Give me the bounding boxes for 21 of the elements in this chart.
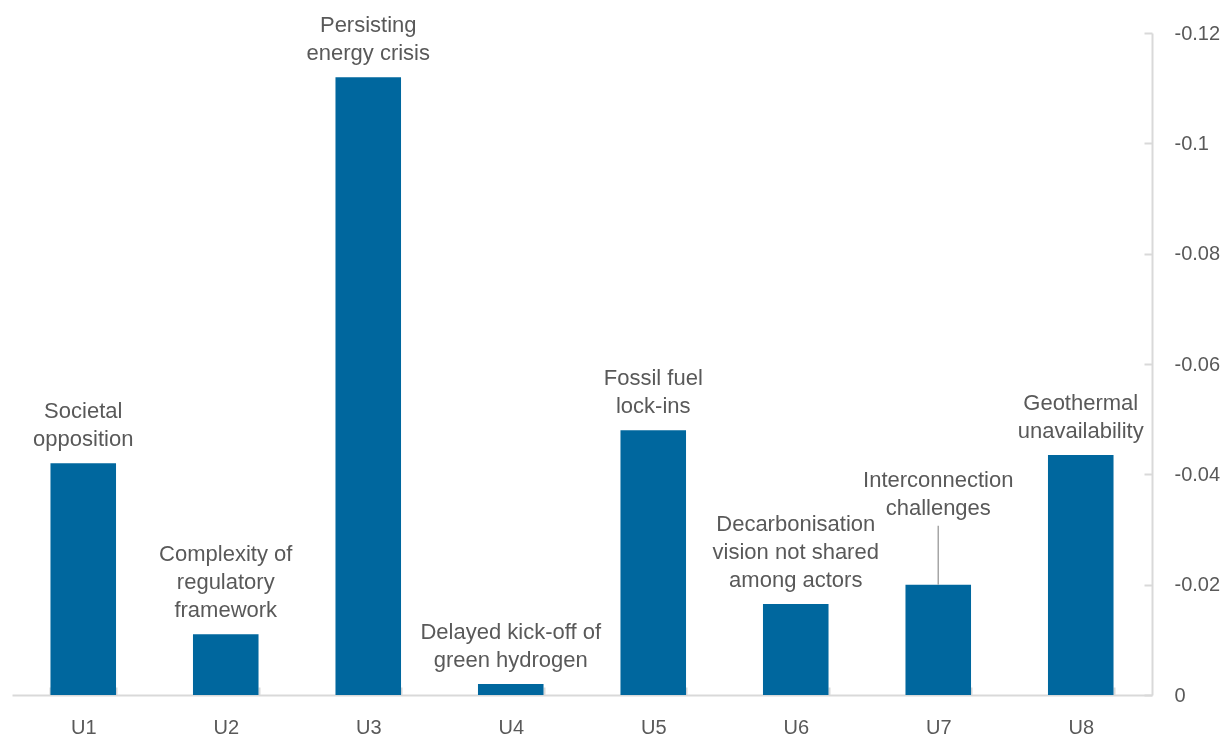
y-tick-label: -0.1 <box>1174 131 1209 154</box>
x-tick-label: U2 <box>213 715 240 738</box>
y-tick-label: -0.04 <box>1174 462 1221 485</box>
y-tick-label: 0 <box>1174 683 1186 706</box>
y-tick-label: -0.06 <box>1174 352 1221 375</box>
annotation: Complexity of regulatory framework <box>159 541 294 623</box>
x-tick-label: U6 <box>783 715 810 738</box>
y-tick-label: -0.02 <box>1174 573 1221 596</box>
y-tick-label: -0.12 <box>1174 21 1221 44</box>
x-tick-label: U4 <box>498 715 525 738</box>
annotation: Delayed kick-off of green hydrogen <box>420 618 602 672</box>
annotation: Societal opposition <box>33 398 134 452</box>
annotation: Fossil fuel lock-ins <box>603 365 703 419</box>
x-tick-label: U3 <box>355 715 382 738</box>
x-tick-label: U8 <box>1068 715 1095 738</box>
x-tick-label: U5 <box>640 715 667 738</box>
annotation: Persisting energy crisis <box>306 12 430 66</box>
x-tick-label: U1 <box>70 715 97 738</box>
x-tick-label: U7 <box>925 715 952 738</box>
annotation: Geothermal unavailability <box>1017 390 1144 444</box>
y-tick-label: -0.08 <box>1174 242 1221 265</box>
